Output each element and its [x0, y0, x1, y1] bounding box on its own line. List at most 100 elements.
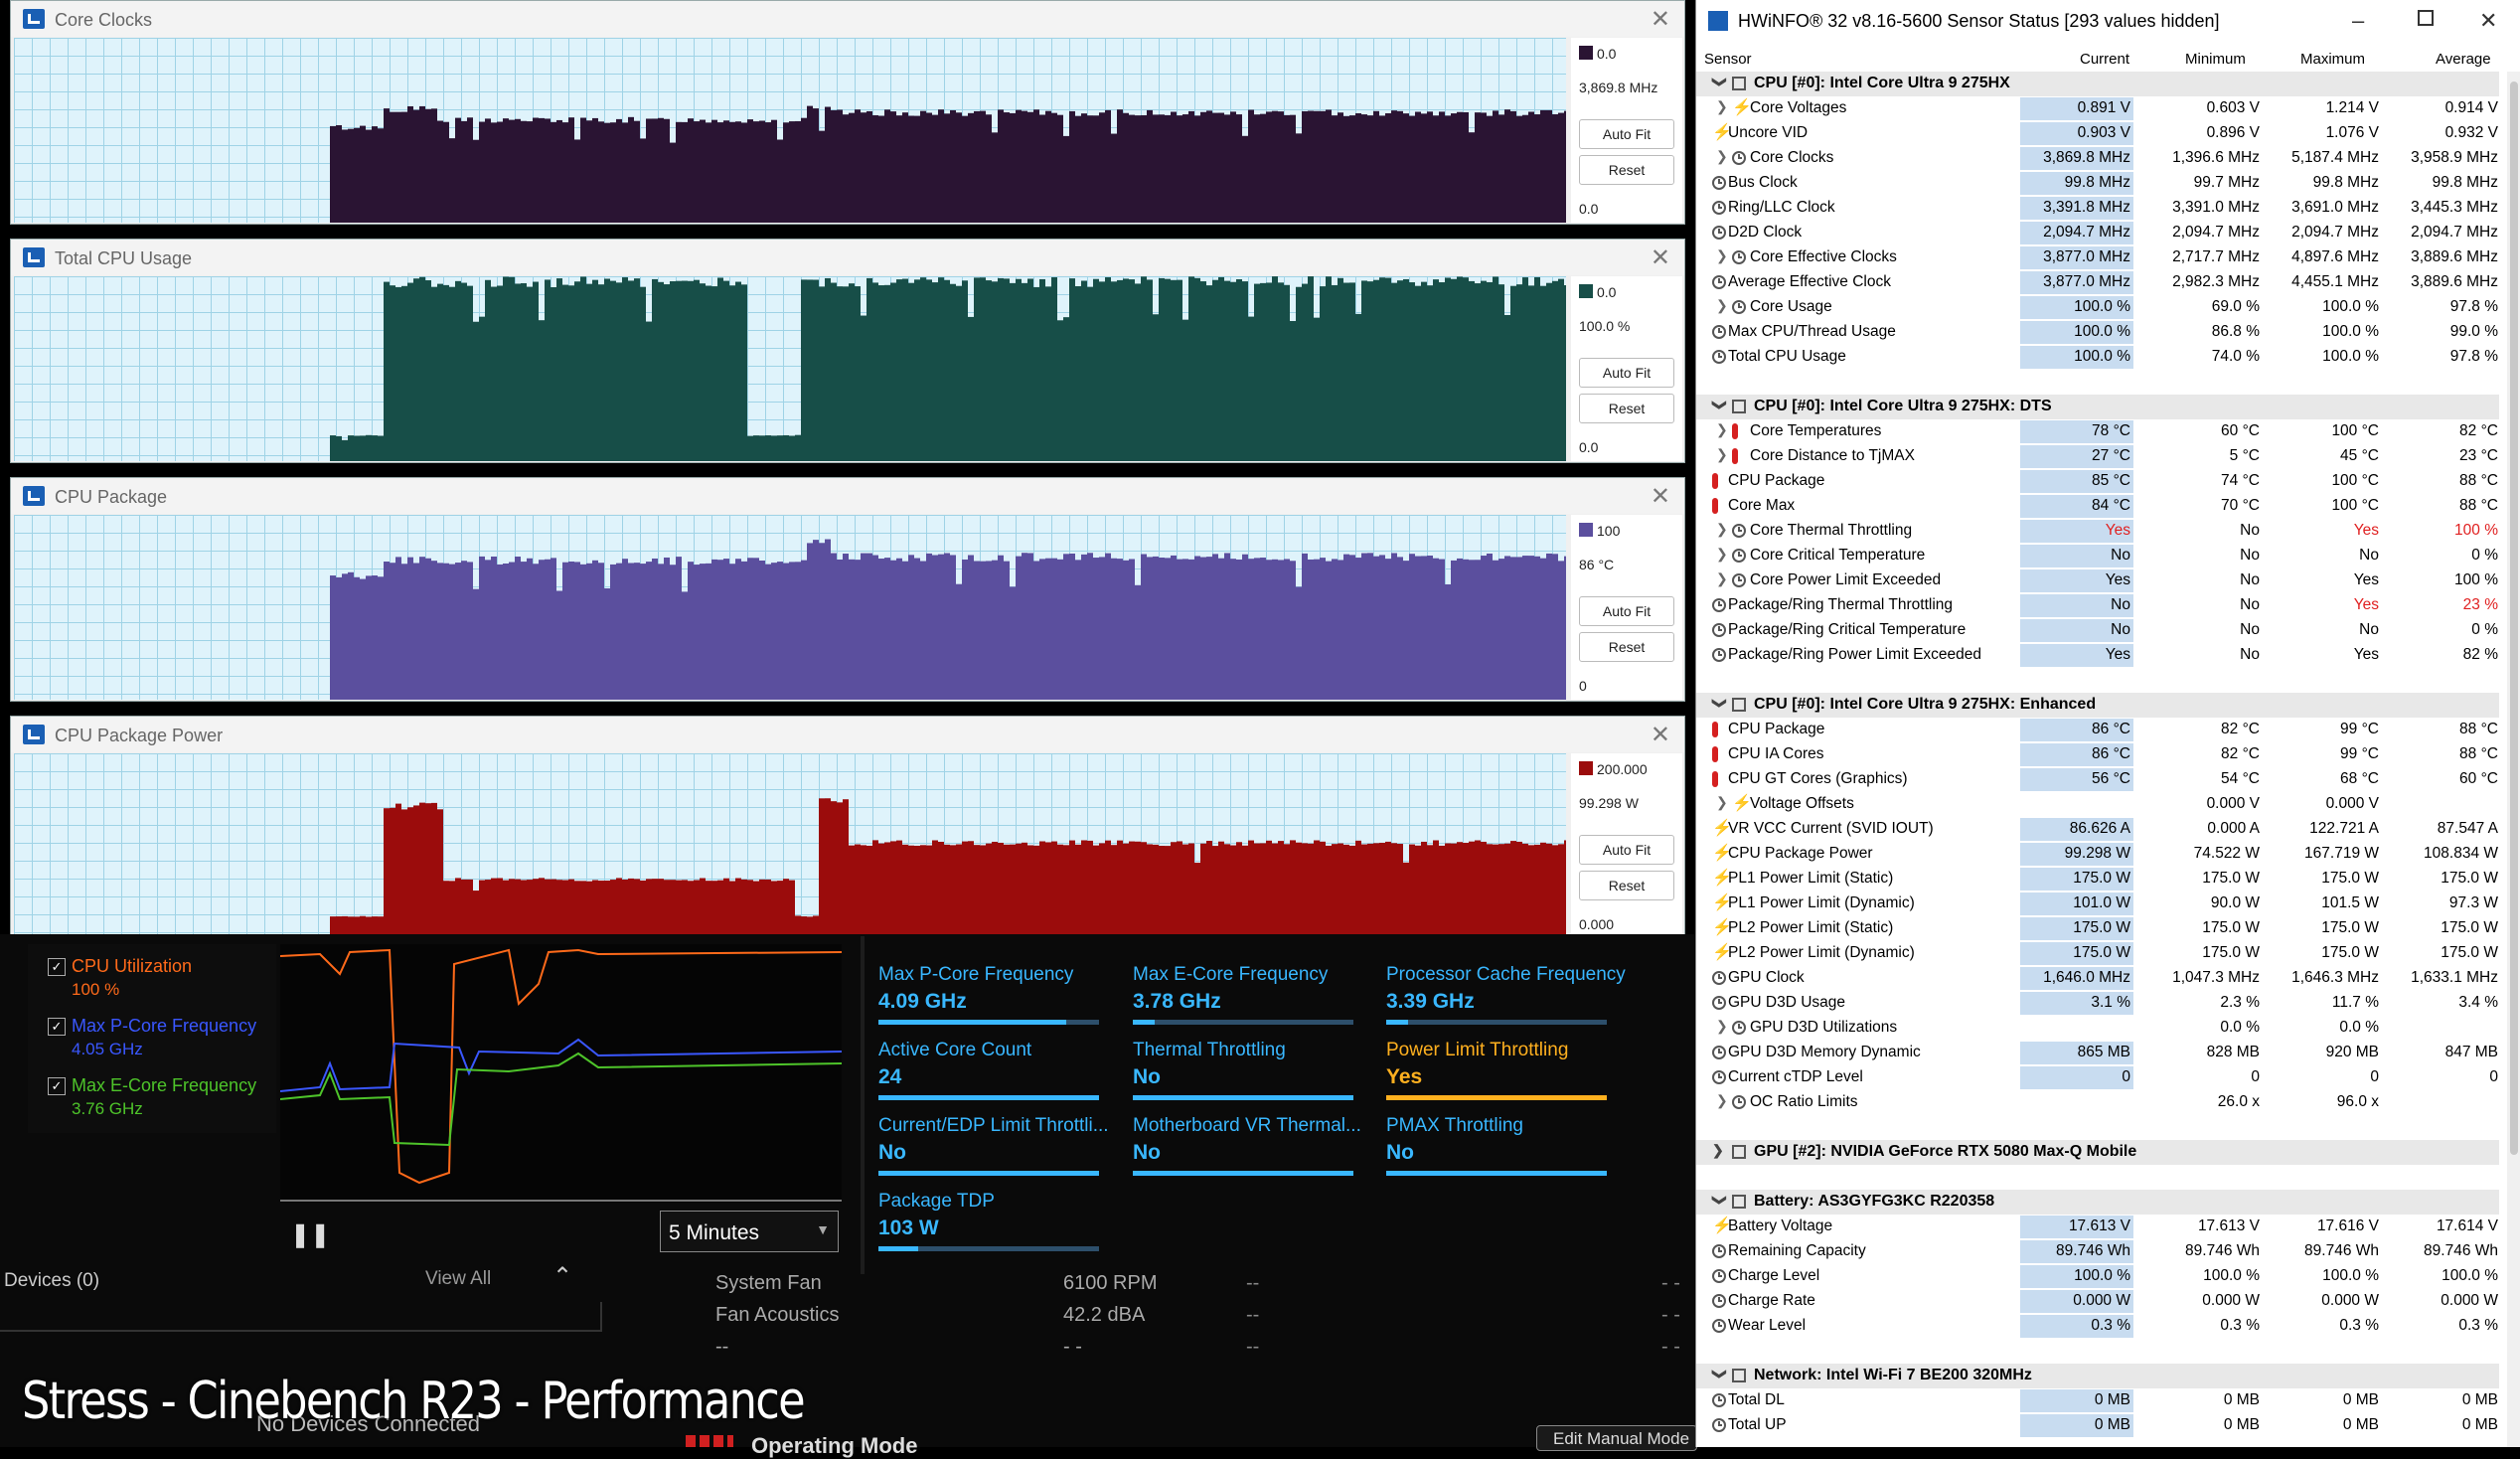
sensor-group-header[interactable]: ❮ CPU [#0]: Intel Core Ultra 9 275HX	[1696, 72, 2499, 96]
sensor-row[interactable]: ⚡ Battery Voltage 17.613 V 17.613 V 17.6…	[1696, 1215, 2499, 1239]
chevron-right-icon[interactable]: ❯	[1716, 98, 1728, 114]
sensor-row[interactable]: ❯ ⚡ Core Voltages 0.891 V 0.603 V 1.214 …	[1696, 96, 2499, 121]
auto-fit-button[interactable]: Auto Fit	[1579, 835, 1674, 865]
sensor-row[interactable]: Total DL 0 MB 0 MB 0 MB 0 MB	[1696, 1388, 2499, 1413]
chevron-right-icon[interactable]: ❯	[1716, 297, 1728, 313]
sensor-row[interactable]: CPU IA Cores 86 °C 82 °C 99 °C 88 °C	[1696, 742, 2499, 767]
chevron-down-icon[interactable]: ❮	[1709, 399, 1726, 411]
graph-titlebar[interactable]: Total CPU Usage ✕	[11, 240, 1684, 275]
checkbox-checked-icon[interactable]: ✓	[48, 1077, 66, 1095]
sensor-group-header[interactable]: ❮ CPU [#0]: Intel Core Ultra 9 275HX: En…	[1696, 693, 2499, 718]
sensor-group-header[interactable]: ❮ Battery: AS3GYFG3KC R220358	[1696, 1190, 2499, 1215]
sensor-row[interactable]: ❯ ⚡ Voltage Offsets 0.000 V 0.000 V	[1696, 792, 2499, 817]
sensor-row[interactable]: ⚡ CPU Package Power 99.298 W 74.522 W 16…	[1696, 842, 2499, 867]
sensor-row[interactable]: Wear Level 0.3 % 0.3 % 0.3 % 0.3 %	[1696, 1314, 2499, 1339]
chevron-right-icon[interactable]: ❯	[1716, 570, 1728, 586]
chevron-right-icon[interactable]: ❯	[1716, 546, 1728, 562]
sensor-row[interactable]: Package/Ring Power Limit Exceeded Yes No…	[1696, 643, 2499, 668]
sensor-row[interactable]: GPU D3D Usage 3.1 % 2.3 % 11.7 % 3.4 %	[1696, 991, 2499, 1016]
sensor-row[interactable]: Package/Ring Thermal Throttling No No Ye…	[1696, 593, 2499, 618]
col-sensor[interactable]: Sensor	[1704, 51, 1752, 68]
sensor-row[interactable]: Max CPU/Thread Usage 100.0 % 86.8 % 100.…	[1696, 320, 2499, 345]
chevron-right-icon[interactable]: ❯	[1716, 148, 1728, 164]
sensor-row[interactable]: CPU GT Cores (Graphics) 56 °C 54 °C 68 °…	[1696, 767, 2499, 792]
collapse-icon[interactable]: ⌃	[552, 1263, 573, 1290]
reset-button[interactable]: Reset	[1579, 871, 1674, 900]
sensor-row[interactable]: CPU Package 86 °C 82 °C 99 °C 88 °C	[1696, 718, 2499, 742]
sensor-row[interactable]: ❯ OC Ratio Limits 26.0 x 96.0 x	[1696, 1090, 2499, 1115]
scrollbar[interactable]	[2507, 72, 2520, 1447]
chevron-right-icon[interactable]: ❯	[1716, 1018, 1728, 1034]
col-maximum[interactable]: Maximum	[2300, 51, 2366, 68]
sensor-row[interactable]: Ring/LLC Clock 3,391.8 MHz 3,391.0 MHz 3…	[1696, 196, 2499, 221]
sensor-group-header[interactable]: ❯ GPU [#2]: NVIDIA GeForce RTX 5080 Max-…	[1696, 1140, 2499, 1165]
graph-window[interactable]: CPU Package ✕ 100 86 °C Auto Fit Reset 0	[10, 477, 1685, 702]
checkbox-checked-icon[interactable]: ✓	[48, 958, 66, 976]
sensor-row[interactable]: ❯ Core Distance to TjMAX 27 °C 5 °C 45 °…	[1696, 444, 2499, 469]
graph-window[interactable]: Core Clocks ✕ 0.0 3,869.8 MHz Auto Fit R…	[10, 0, 1685, 225]
sensor-row[interactable]: Average Effective Clock 3,877.0 MHz 2,98…	[1696, 270, 2499, 295]
auto-fit-button[interactable]: Auto Fit	[1579, 119, 1674, 149]
chevron-right-icon[interactable]: ❯	[1712, 1142, 1724, 1158]
sensor-row[interactable]: Total CPU Usage 100.0 % 74.0 % 100.0 % 9…	[1696, 345, 2499, 370]
col-current[interactable]: Current	[2080, 51, 2130, 68]
sensor-row[interactable]: GPU D3D Memory Dynamic 865 MB 828 MB 920…	[1696, 1041, 2499, 1065]
sensor-row[interactable]: ❯ Core Effective Clocks 3,877.0 MHz 2,71…	[1696, 245, 2499, 270]
chevron-right-icon[interactable]: ❯	[1716, 1092, 1728, 1108]
col-minimum[interactable]: Minimum	[2185, 51, 2246, 68]
chevron-down-icon[interactable]: ❮	[1709, 1194, 1726, 1207]
chevron-down-icon[interactable]: ❮	[1709, 1368, 1726, 1380]
sensor-row[interactable]: Package/Ring Critical Temperature No No …	[1696, 618, 2499, 643]
sensor-row[interactable]: D2D Clock 2,094.7 MHz 2,094.7 MHz 2,094.…	[1696, 221, 2499, 245]
chevron-down-icon[interactable]: ❮	[1709, 697, 1726, 710]
sensor-row[interactable]: Total UP 0 MB 0 MB 0 MB 0 MB	[1696, 1413, 2499, 1438]
minimize-icon[interactable]: –	[2352, 8, 2365, 33]
sensor-row[interactable]: ❯ Core Temperatures 78 °C 60 °C 100 °C 8…	[1696, 419, 2499, 444]
graph-titlebar[interactable]: CPU Package ✕	[11, 478, 1684, 514]
sensor-row[interactable]: Bus Clock 99.8 MHz 99.7 MHz 99.8 MHz 99.…	[1696, 171, 2499, 196]
close-icon[interactable]: ✕	[1650, 6, 1670, 33]
pause-icon[interactable]: ❚❚	[290, 1221, 331, 1248]
sensor-row[interactable]: Charge Rate 0.000 W 0.000 W 0.000 W 0.00…	[1696, 1289, 2499, 1314]
auto-fit-button[interactable]: Auto Fit	[1579, 596, 1674, 626]
sensor-row[interactable]: CPU Package 85 °C 74 °C 100 °C 88 °C	[1696, 469, 2499, 494]
sensor-row[interactable]: Current cTDP Level 0 0 0 0	[1696, 1065, 2499, 1090]
reset-button[interactable]: Reset	[1579, 394, 1674, 423]
sensor-row[interactable]: ❯ Core Clocks 3,869.8 MHz 1,396.6 MHz 5,…	[1696, 146, 2499, 171]
sensor-row[interactable]: GPU Clock 1,646.0 MHz 1,047.3 MHz 1,646.…	[1696, 966, 2499, 991]
sensor-row[interactable]: ❯ Core Thermal Throttling Yes No Yes 100…	[1696, 519, 2499, 544]
sensor-row[interactable]: Charge Level 100.0 % 100.0 % 100.0 % 100…	[1696, 1264, 2499, 1289]
reset-button[interactable]: Reset	[1579, 632, 1674, 662]
sensor-row[interactable]: ⚡ PL1 Power Limit (Dynamic) 101.0 W 90.0…	[1696, 892, 2499, 916]
graph-window[interactable]: Total CPU Usage ✕ 0.0 100.0 % Auto Fit R…	[10, 239, 1685, 463]
sensor-row[interactable]: Core Max 84 °C 70 °C 100 °C 88 °C	[1696, 494, 2499, 519]
sensor-row[interactable]: ⚡ PL2 Power Limit (Static) 175.0 W 175.0…	[1696, 916, 2499, 941]
edit-manual-mode-button[interactable]: Edit Manual Mode	[1536, 1425, 1697, 1451]
sensor-row[interactable]: ❯ Core Critical Temperature No No No 0 %	[1696, 544, 2499, 568]
sensor-row[interactable]: ⚡ PL2 Power Limit (Dynamic) 175.0 W 175.…	[1696, 941, 2499, 966]
chevron-right-icon[interactable]: ❯	[1716, 794, 1728, 810]
sensor-row[interactable]: ❯ Core Power Limit Exceeded Yes No Yes 1…	[1696, 568, 2499, 593]
auto-fit-button[interactable]: Auto Fit	[1579, 358, 1674, 388]
graph-window[interactable]: CPU Package Power ✕ 200.000 99.298 W Aut…	[10, 716, 1685, 940]
timespan-select[interactable]: 5 Minutes ▼	[660, 1211, 839, 1252]
checkbox-checked-icon[interactable]: ✓	[48, 1018, 66, 1036]
close-icon[interactable]: ✕	[1650, 483, 1670, 510]
maximize-icon[interactable]	[2418, 10, 2434, 26]
chevron-right-icon[interactable]: ❯	[1716, 521, 1728, 537]
sensor-row[interactable]: ⚡ Uncore VID 0.903 V 0.896 V 1.076 V 0.9…	[1696, 121, 2499, 146]
sensor-group-header[interactable]: ❮ Network: Intel Wi-Fi 7 BE200 320MHz	[1696, 1364, 2499, 1388]
col-average[interactable]: Average	[2436, 51, 2491, 68]
graph-titlebar[interactable]: CPU Package Power ✕	[11, 717, 1684, 752]
graph-titlebar[interactable]: Core Clocks ✕	[11, 1, 1684, 37]
sensor-row[interactable]: ⚡ VR VCC Current (SVID IOUT) 86.626 A 0.…	[1696, 817, 2499, 842]
sensor-row[interactable]: Remaining Capacity 89.746 Wh 89.746 Wh 8…	[1696, 1239, 2499, 1264]
chevron-right-icon[interactable]: ❯	[1716, 247, 1728, 263]
close-icon[interactable]: ✕	[1650, 244, 1670, 271]
sensor-row[interactable]: ❯ GPU D3D Utilizations 0.0 % 0.0 %	[1696, 1016, 2499, 1041]
close-icon[interactable]: ✕	[1650, 722, 1670, 748]
sensor-row[interactable]: ⚡ PL1 Power Limit (Static) 175.0 W 175.0…	[1696, 867, 2499, 892]
view-all-link[interactable]: View All	[425, 1268, 492, 1289]
close-icon[interactable]: ✕	[2479, 8, 2498, 33]
sensor-row[interactable]: ❯ Core Usage 100.0 % 69.0 % 100.0 % 97.8…	[1696, 295, 2499, 320]
